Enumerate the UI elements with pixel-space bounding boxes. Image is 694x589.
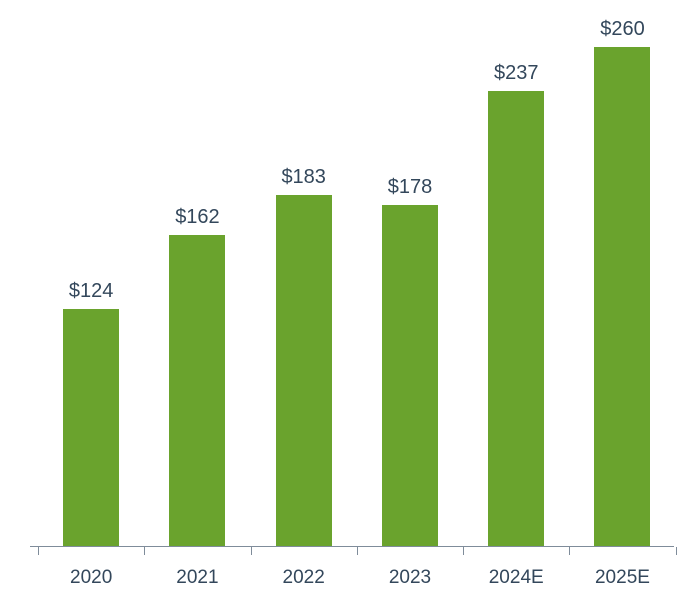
x-axis-label: 2023 <box>389 567 431 589</box>
x-axis <box>30 546 674 547</box>
bar-value-label: $237 <box>494 62 539 85</box>
bar <box>382 205 438 547</box>
bar <box>276 195 332 547</box>
x-tick <box>144 547 145 555</box>
x-axis-label: 2022 <box>283 567 325 589</box>
bar-group: $183 <box>276 166 332 547</box>
x-tick <box>676 547 677 555</box>
bar-value-label: $178 <box>388 176 433 199</box>
bar-group: $237 <box>488 62 544 547</box>
bar-value-label: $124 <box>69 280 114 303</box>
bar-group: $178 <box>382 176 438 547</box>
x-tick <box>463 547 464 555</box>
bar <box>169 235 225 547</box>
bar-value-label: $260 <box>600 18 645 41</box>
bar <box>594 47 650 547</box>
x-axis-label: 2024E <box>489 567 544 589</box>
x-axis-label: 2020 <box>70 567 112 589</box>
chart-container: $124 $162 $183 $178 $237 $260 <box>30 20 674 547</box>
plot-area: $124 $162 $183 $178 $237 $260 <box>30 20 674 547</box>
x-tick <box>357 547 358 555</box>
bar-group: $162 <box>169 206 225 547</box>
bar-group: $124 <box>63 280 119 547</box>
x-axis-label: 2025E <box>595 567 650 589</box>
x-axis-label: 2021 <box>176 567 218 589</box>
x-axis-labels: 2020 2021 2022 2023 2024E 2025E <box>30 557 674 587</box>
bar <box>63 309 119 547</box>
x-tick <box>38 547 39 555</box>
bar-value-label: $162 <box>175 206 220 229</box>
x-tick <box>251 547 252 555</box>
x-tick <box>569 547 570 555</box>
bar-value-label: $183 <box>281 166 326 189</box>
bar <box>488 91 544 547</box>
bar-group: $260 <box>594 18 650 547</box>
